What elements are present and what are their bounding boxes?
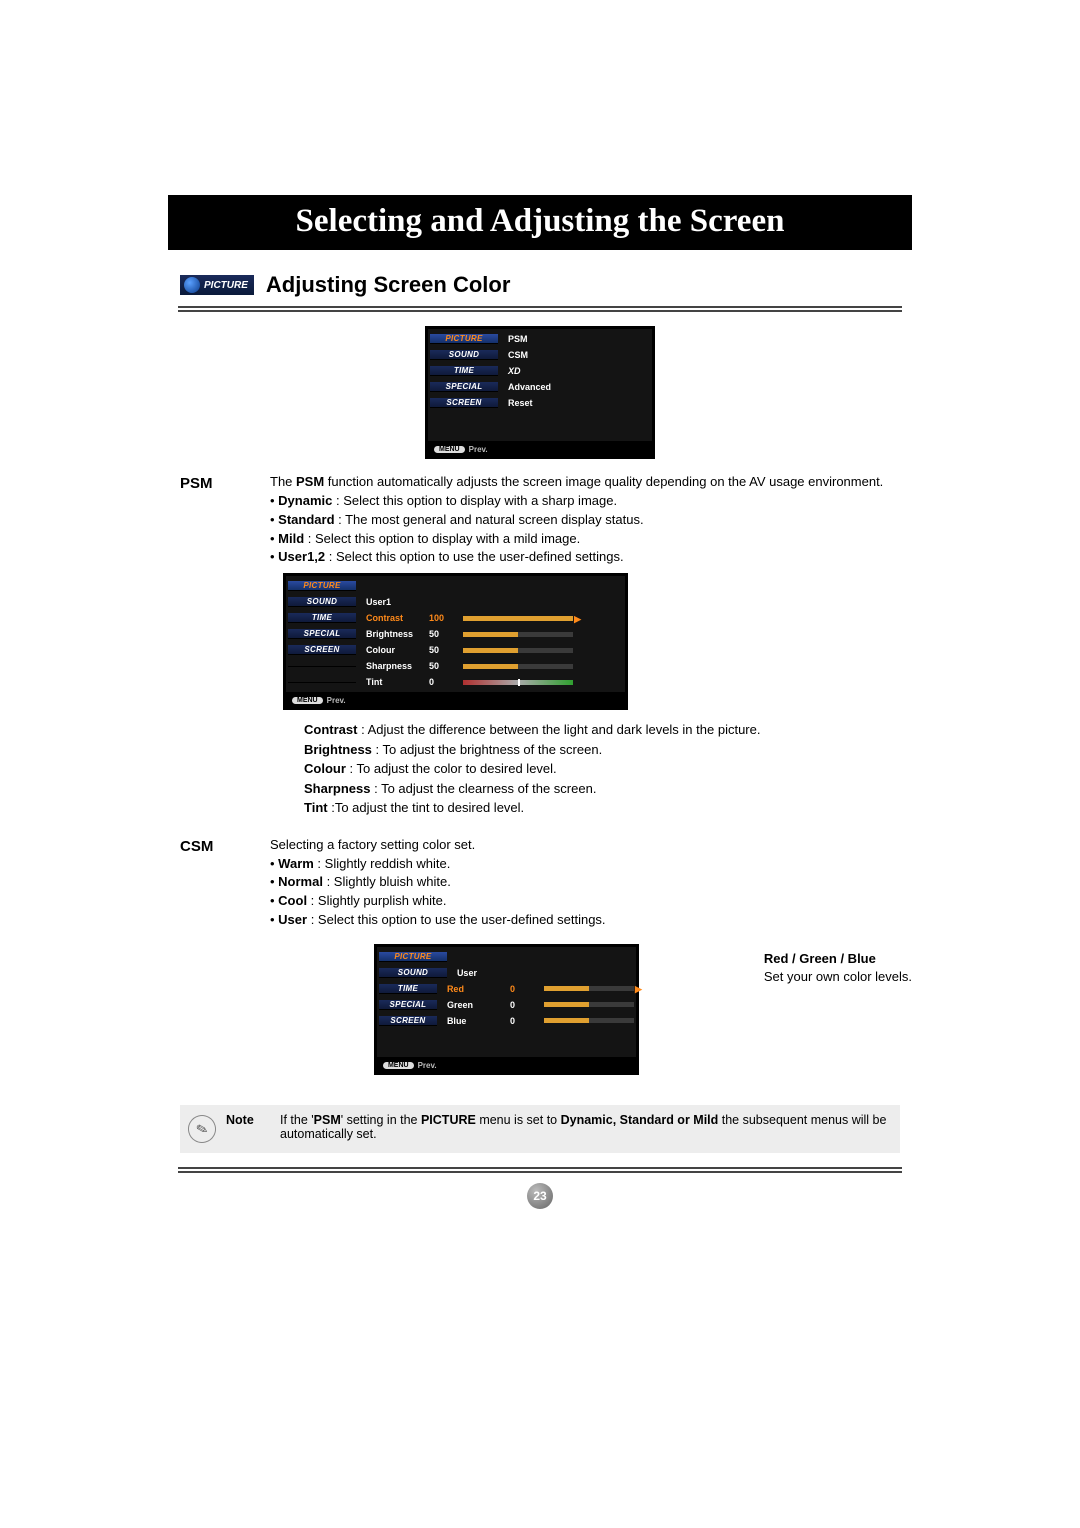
osd-item-psm: PSM	[508, 334, 563, 344]
osd2-contrast-val: 100	[429, 613, 451, 623]
definitions-block: Contrast : Adjust the difference between…	[304, 720, 900, 818]
divider-top	[178, 306, 902, 312]
psm-bullet-user: • User1,2 : Select this option to use th…	[270, 548, 883, 567]
osd-tab-picture: PICTURE	[430, 334, 498, 344]
def-tint: Tint :To adjust the tint to desired leve…	[304, 798, 900, 818]
title-banner: Selecting and Adjusting the Screen	[168, 195, 912, 250]
rgb-heading: Red / Green / Blue	[764, 951, 876, 966]
psm-bullet-mild: • Mild : Select this option to display w…	[270, 530, 883, 549]
slider-bar	[463, 632, 573, 637]
osd3-tab-time: TIME	[379, 984, 437, 994]
menu-button-icon: MENU	[434, 446, 465, 453]
osd-tab-time: TIME	[430, 366, 498, 376]
note-icon	[185, 1112, 219, 1146]
osd-tab-screen: SCREEN	[430, 398, 498, 408]
osd2-sharpness-label: Sharpness	[366, 661, 421, 671]
osd-item-xd: XD	[508, 366, 563, 376]
osd3-tab-screen: SCREEN	[379, 1016, 437, 1026]
def-contrast: Contrast : Adjust the difference between…	[304, 720, 900, 740]
note-text: If the 'PSM' setting in the PICTURE menu…	[280, 1113, 890, 1143]
osd-item-reset: Reset	[508, 398, 563, 408]
osd3-red-val: 0	[510, 984, 532, 994]
picture-orb-icon	[184, 277, 200, 293]
slider-bar	[544, 1002, 634, 1007]
tint-slider	[463, 680, 573, 685]
osd3-header: User	[457, 968, 512, 978]
slider-bar: ▶	[544, 986, 634, 991]
picture-badge: PICTURE	[180, 275, 254, 295]
osd-item-csm: CSM	[508, 350, 563, 360]
csm-section: CSM Selecting a factory setting color se…	[180, 836, 900, 930]
csm-bullet-user: • User : Select this option to use the u…	[270, 911, 606, 930]
osd-tab-sound: SOUND	[430, 350, 498, 360]
osd3-blue-label: Blue	[447, 1016, 502, 1026]
divider-bottom	[178, 1167, 902, 1173]
osd2-tab-sound: SOUND	[288, 597, 356, 607]
slider-bar	[544, 1018, 634, 1023]
osd2-tab-special: SPECIAL	[288, 629, 356, 639]
prev-label: Prev.	[327, 696, 346, 705]
osd3-green-label: Green	[447, 1000, 502, 1010]
osd-menu-2: PICTURE SOUND User1 TIME Contrast 100 ▶ SPEC…	[283, 573, 628, 710]
osd2-tint-val: 0	[429, 677, 451, 687]
psm-bullet-standard: • Standard : The most general and natura…	[270, 511, 883, 530]
osd3-blue-val: 0	[510, 1016, 532, 1026]
osd-menu-3: PICTURE SOUND User TIME Red 0 ▶ SPECIAL Green…	[374, 944, 639, 1075]
osd3-tab-sound: SOUND	[379, 968, 447, 978]
osd-item-advanced: Advanced	[508, 382, 563, 392]
osd2-colour-val: 50	[429, 645, 451, 655]
osd2-tab-picture: PICTURE	[288, 581, 356, 591]
prev-label: Prev.	[418, 1061, 437, 1070]
osd3-tab-picture: PICTURE	[379, 952, 447, 962]
csm-bullet-warm: • Warm : Slightly reddish white.	[270, 855, 606, 874]
section-header: PICTURE Adjusting Screen Color	[168, 272, 912, 298]
csm-label: CSM	[180, 836, 242, 930]
osd2-sharpness-val: 50	[429, 661, 451, 671]
osd2-brightness-label: Brightness	[366, 629, 421, 639]
psm-intro: The PSM function automatically adjusts t…	[270, 473, 883, 492]
prev-label: Prev.	[469, 445, 488, 454]
osd-footer: MENU Prev.	[428, 441, 652, 456]
def-brightness: Brightness : To adjust the brightness of…	[304, 740, 900, 760]
psm-section: PSM The PSM function automatically adjus…	[180, 473, 900, 567]
osd2-tint-label: Tint	[366, 677, 421, 687]
osd-tab-special: SPECIAL	[430, 382, 498, 392]
slider-bar	[463, 664, 573, 669]
osd-menu-1: PICTURE PSM SOUND CSM TIME XD SPECIAL Advanc…	[425, 326, 655, 459]
osd2-contrast-label: Contrast	[366, 613, 421, 623]
menu-button-icon: MENU	[383, 1062, 414, 1069]
rgb-text: Red / Green / Blue Set your own color le…	[764, 944, 912, 986]
def-sharpness: Sharpness : To adjust the clearness of t…	[304, 779, 900, 799]
csm-intro: Selecting a factory setting color set.	[270, 836, 606, 855]
slider-bar: ▶	[463, 616, 573, 621]
slider-bar	[463, 648, 573, 653]
osd3-red-label: Red	[447, 984, 502, 994]
osd2-colour-label: Colour	[366, 645, 421, 655]
rgb-desc: Set your own color levels.	[764, 968, 912, 986]
page-number: 23	[527, 1183, 553, 1209]
osd2-tab-time: TIME	[288, 613, 356, 623]
section-title: Adjusting Screen Color	[266, 272, 510, 298]
osd3-tab-special: SPECIAL	[379, 1000, 437, 1010]
psm-bullet-dynamic: • Dynamic : Select this option to displa…	[270, 492, 883, 511]
menu-button-icon: MENU	[292, 697, 323, 704]
psm-label: PSM	[180, 473, 242, 567]
def-colour: Colour : To adjust the color to desired …	[304, 759, 900, 779]
osd-footer: MENU Prev.	[377, 1057, 636, 1072]
note-box: Note If the 'PSM' setting in the PICTURE…	[180, 1105, 900, 1153]
osd2-tab-screen: SCREEN	[288, 645, 356, 655]
osd2-brightness-val: 50	[429, 629, 451, 639]
osd2-header: User1	[366, 597, 421, 607]
osd-footer: MENU Prev.	[286, 692, 625, 707]
note-label: Note	[226, 1113, 270, 1143]
csm-bullet-cool: • Cool : Slightly purplish white.	[270, 892, 606, 911]
csm-bullet-normal: • Normal : Slightly bluish white.	[270, 873, 606, 892]
picture-badge-label: PICTURE	[204, 280, 248, 291]
osd3-green-val: 0	[510, 1000, 532, 1010]
